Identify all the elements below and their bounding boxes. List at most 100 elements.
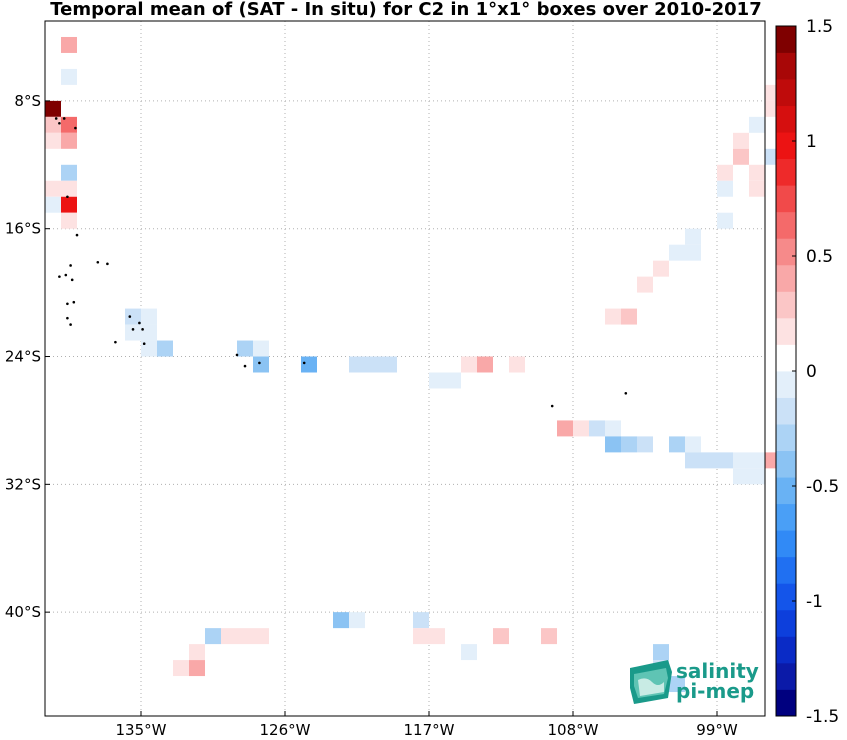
data-cells (45, 36, 781, 693)
land-island (58, 275, 61, 278)
heatmap-cell (173, 660, 189, 677)
colorbar-swatch (776, 503, 796, 531)
heatmap-cell (301, 356, 317, 373)
heatmap-cell (61, 36, 77, 53)
heatmap-cell (237, 628, 253, 645)
y-tick-label: 40°S (5, 603, 41, 621)
land-island (114, 340, 117, 344)
land-island (142, 342, 146, 346)
colorbar-tick-label: -1.5 (806, 707, 839, 727)
land-island (128, 315, 132, 318)
colorbar-swatch (776, 583, 796, 611)
heatmap-cell (253, 356, 269, 373)
land-island (96, 260, 100, 264)
x-tick-label: 135°W (116, 721, 167, 739)
colorbar-swatch (776, 424, 796, 452)
x-axis-ticks: 135°W 126°W 117°W 108°W 99°W (116, 721, 738, 739)
colorbar-swatch (776, 556, 796, 584)
colorbar-swatch (776, 397, 796, 425)
heatmap-cell (541, 628, 557, 645)
heatmap-cell (349, 612, 365, 629)
heatmap-cell (253, 628, 269, 645)
colorbar-swatch (776, 26, 796, 53)
chart-title: Temporal mean of (SAT - In situ) for C2 … (50, 0, 762, 20)
colorbar-swatches (776, 26, 796, 717)
heatmap-cell (653, 260, 669, 277)
land-island (62, 117, 66, 120)
colorbar-swatch (776, 450, 796, 478)
heatmap-cell (205, 628, 221, 645)
colorbar-swatch (776, 211, 796, 239)
colorbar-tick-label: 0.5 (806, 247, 833, 267)
heatmap-cell (637, 436, 653, 453)
land-islands (54, 117, 628, 408)
heatmap-cell (141, 324, 157, 341)
heatmap-cell (381, 356, 397, 373)
land-island (58, 121, 61, 125)
heatmap-cell (189, 660, 205, 677)
map-frame (44, 20, 766, 717)
land-island (235, 353, 239, 357)
heatmap-cell (621, 436, 637, 453)
heatmap-cell (733, 132, 749, 149)
colorbar-swatch (776, 185, 796, 213)
heatmap-cell (637, 276, 653, 293)
heatmap-cell (733, 148, 749, 165)
heatmap-cell (461, 356, 477, 373)
y-tick-label: 16°S (5, 220, 41, 238)
heatmap-cell (493, 628, 509, 645)
land-island (64, 273, 68, 277)
heatmap-cell (605, 308, 621, 325)
heatmap-cell (141, 308, 157, 325)
heatmap-cell (509, 356, 525, 373)
colorbar-ticks: 1.5 1 0.5 0 -0.5 -1 -1.5 (792, 17, 839, 727)
heatmap-cell (717, 452, 733, 469)
colorbar-swatch (776, 52, 796, 80)
colorbar-swatch (776, 238, 796, 266)
x-tick-label: 99°W (696, 721, 738, 739)
land-island (54, 117, 58, 120)
x-tick-label: 126°W (260, 721, 311, 739)
heatmap-cell (413, 612, 429, 629)
heatmap-cell (605, 420, 621, 437)
colorbar-swatch (776, 132, 796, 160)
heatmap-cell (749, 180, 765, 197)
colorbar-swatch (776, 344, 796, 372)
heatmap-cell (621, 308, 637, 325)
land-island (258, 361, 261, 365)
land-island (66, 316, 69, 320)
land-island (66, 195, 69, 199)
colorbar-swatch (776, 477, 796, 505)
heatmap-cell (237, 340, 253, 357)
heatmap-cell (157, 340, 173, 357)
colorbar-swatch (776, 79, 796, 107)
colorbar-swatch (776, 105, 796, 133)
heatmap-cell (733, 468, 749, 485)
logo-text-line2: pi-mep (676, 679, 755, 703)
heatmap-cell (125, 308, 141, 325)
heatmap-cell (749, 164, 765, 181)
logo-text-line1: salinity (676, 659, 759, 683)
heatmap-cell (733, 452, 749, 469)
heatmap-cell (461, 644, 477, 661)
heatmap-cell (589, 420, 605, 437)
heatmap-cell (61, 196, 77, 213)
heatmap-cell (125, 324, 141, 341)
y-axis-ticks: 8°S 16°S 24°S 32°S 40°S (5, 92, 41, 621)
heatmap-cell (253, 340, 269, 357)
y-tick-label: 24°S (5, 348, 41, 366)
heatmap-cell (445, 372, 461, 389)
heatmap-cell (45, 116, 61, 133)
land-island (131, 328, 135, 331)
heatmap-cell (717, 164, 733, 181)
heatmap-cell (701, 452, 717, 469)
x-tick-label: 117°W (404, 721, 455, 739)
colorbar-swatch (776, 662, 796, 690)
land-island (66, 302, 69, 306)
y-tick-label: 8°S (14, 92, 41, 110)
land-island (550, 404, 554, 408)
map-background (45, 21, 765, 716)
heatmap-cell (669, 244, 685, 261)
heatmap-cell (61, 212, 77, 229)
heatmap-cell (45, 100, 61, 117)
